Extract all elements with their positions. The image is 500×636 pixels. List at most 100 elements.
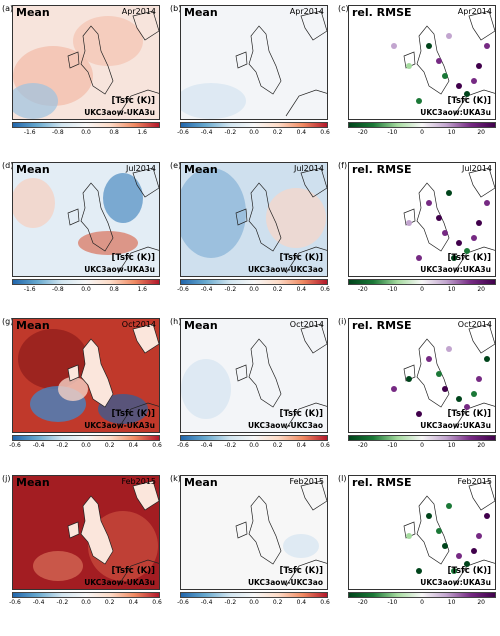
panel-l: (l) rel. RMSE Feb2015 [Tsfc (K)] UKC3aow… xyxy=(336,474,496,608)
tick-label: -20 xyxy=(357,286,368,293)
tick-label: 0.6 xyxy=(152,442,162,449)
map-field xyxy=(181,167,327,274)
variable-label: [Tsfc (K)] xyxy=(111,409,155,419)
tick-label: -0.8 xyxy=(52,286,64,293)
panel-date: Oct2014 xyxy=(289,320,324,329)
tick-label: 0 xyxy=(420,442,424,449)
tick-label: 0.0 xyxy=(249,286,259,293)
experiment-label: UKC3aow:UKA3u xyxy=(420,421,491,430)
experiment-label: UKC3aow:UKA3u xyxy=(420,265,491,274)
experiment-label: UKC3aow-UKA3u xyxy=(84,108,155,117)
panel-label: (e) xyxy=(170,161,182,170)
tick-label: 20 xyxy=(477,129,486,136)
panel-label: (l) xyxy=(338,474,347,483)
panel-date: Apr2014 xyxy=(121,7,156,16)
tick-label: 0.4 xyxy=(296,286,307,293)
tick-label: 0.6 xyxy=(320,442,330,449)
panel-title: rel. RMSE xyxy=(352,476,412,489)
tick-label: -0.8 xyxy=(52,129,64,136)
panel-date: Jul2014 xyxy=(461,164,492,173)
panel-label: (k) xyxy=(170,474,181,483)
panel-title: Mean xyxy=(16,319,50,332)
colorbar xyxy=(12,592,160,598)
tick-label: -20 xyxy=(357,442,368,449)
map-field xyxy=(181,323,327,430)
tick-label: 0 xyxy=(420,129,424,136)
panel-f: (f) rel. RMSE Jul2014 [Tsfc (K)] UKC3aow… xyxy=(336,161,496,295)
tick-label: 0.0 xyxy=(249,129,259,136)
colorbar xyxy=(180,592,328,598)
tick-label: -10 xyxy=(387,599,398,606)
tick-label: 0.2 xyxy=(104,442,115,449)
colorbar-ticks: -1.6 -0.8 0.0 0.8 1.6 xyxy=(12,285,160,295)
tick-label: -1.6 xyxy=(23,129,36,136)
panel-title: Mean xyxy=(16,163,50,176)
tick-label: 10 xyxy=(447,442,456,449)
station-markers xyxy=(406,503,490,574)
tick-label: -0.4 xyxy=(200,599,213,606)
station-map xyxy=(403,480,495,587)
tick-label: -0.4 xyxy=(200,129,213,136)
tick-label: 0.0 xyxy=(81,286,91,293)
colorbar xyxy=(180,122,328,128)
tick-label: 0.0 xyxy=(81,599,91,606)
map-f: rel. RMSE Jul2014 [Tsfc (K)] UKC3aow:UKA… xyxy=(348,162,496,277)
panel-d: (d) Mean Jul2014 [Tsfc (K)] UKC3aow-UKA3… xyxy=(0,161,160,295)
variable-label: [Tsfc (K)] xyxy=(111,96,155,106)
tick-label: 0.2 xyxy=(104,599,115,606)
station-map xyxy=(403,167,495,274)
panel-label: (h) xyxy=(170,317,182,326)
tick-label: -0.2 xyxy=(56,599,69,606)
tick-label: -0.6 xyxy=(177,129,189,136)
tick-label: 0.6 xyxy=(320,129,330,136)
panel-label: (a) xyxy=(2,4,14,13)
tick-label: -10 xyxy=(387,442,398,449)
tick-label: -0.2 xyxy=(224,129,237,136)
tick-label: -0.4 xyxy=(32,599,45,606)
map-a: Mean Apr2014 [Tsfc (K)] UKC3aow-UKA3u xyxy=(12,5,160,120)
tick-label: 10 xyxy=(447,286,456,293)
map-field xyxy=(181,10,327,119)
tick-label: 20 xyxy=(477,599,486,606)
map-field xyxy=(235,480,327,587)
tick-label: -10 xyxy=(387,286,398,293)
colorbar-ticks: -0.6 -0.4 -0.2 0.0 0.2 0.4 0.6 xyxy=(177,128,330,138)
map-h: Mean Oct2014 [Tsfc (K)] UKC3aow-UKC3ao xyxy=(180,318,328,433)
experiment-label: UKC3aow-UKC3ao xyxy=(247,578,323,587)
tick-label: 0.4 xyxy=(128,442,139,449)
map-i: rel. RMSE Oct2014 [Tsfc (K)] UKC3aow:UKA… xyxy=(348,318,496,433)
panel-label: (c) xyxy=(338,4,349,13)
map-field xyxy=(13,167,159,274)
tick-label: 0.4 xyxy=(296,442,307,449)
variable-label: [Tsfc (K)] xyxy=(447,253,491,263)
panel-title: Mean xyxy=(184,163,218,176)
experiment-label: UKC3aow-UKA3u xyxy=(84,421,155,430)
map-field xyxy=(33,480,159,587)
colorbar xyxy=(12,279,160,285)
tick-label: 0.4 xyxy=(296,599,307,606)
tick-label: -0.6 xyxy=(177,442,189,449)
panel-i: (i) rel. RMSE Oct2014 [Tsfc (K)] UKC3aow… xyxy=(336,317,496,451)
colorbar-ticks: -0.6 -0.4 -0.2 0.0 0.2 0.4 0.6 xyxy=(9,441,162,451)
panel-title: rel. RMSE xyxy=(352,319,412,332)
variable-label: [Tsfc (K)] xyxy=(447,409,491,419)
panel-date: Feb2015 xyxy=(289,477,324,486)
tick-label: 0.6 xyxy=(320,599,330,606)
map-k: Mean Feb2015 [Tsfc (K)] UKC3aow-UKC3ao xyxy=(180,475,328,590)
tick-label: -0.4 xyxy=(200,286,213,293)
tick-label: 0.4 xyxy=(296,129,307,136)
tick-label: 0.6 xyxy=(320,286,330,293)
panel-c: (c) rel. RMSE Apr2014 [Tsfc (K)] UKC3aow… xyxy=(336,4,496,138)
experiment-label: UKC3aow-UKC3ao xyxy=(247,421,323,430)
panel-h: (h) Mean Oct2014 [Tsfc (K)] UKC3aow-UKC3… xyxy=(168,317,330,451)
variable-label: [Tsfc (K)] xyxy=(111,253,155,263)
map-e: Mean Jul2014 [Tsfc (K)] UKC3aow-UKC3ao xyxy=(180,162,328,277)
panel-label: (d) xyxy=(2,161,14,170)
panel-date: Oct2014 xyxy=(457,320,492,329)
tick-label: 0.0 xyxy=(81,129,91,136)
panel-label: (g) xyxy=(2,317,14,326)
tick-label: 0.2 xyxy=(272,442,283,449)
tick-label: 20 xyxy=(477,286,486,293)
panel-e: (e) Mean Jul2014 [Tsfc (K)] UKC3aow-UKC3… xyxy=(168,161,330,295)
variable-label: [Tsfc (K)] xyxy=(447,566,491,576)
